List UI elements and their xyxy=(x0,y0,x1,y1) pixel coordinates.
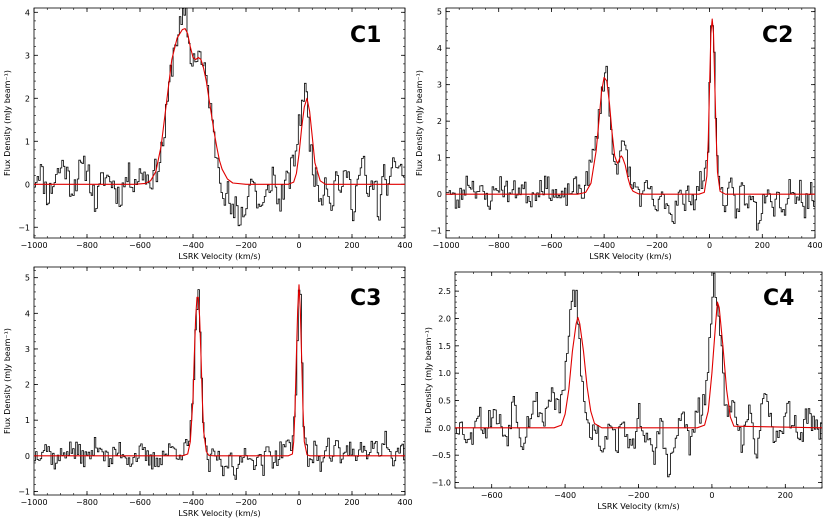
x-tick-label: 400 xyxy=(807,241,822,250)
fit-line xyxy=(455,301,822,429)
y-axis-label: Flux Density (mJy beam⁻¹) xyxy=(424,327,433,433)
y-tick-label: 1 xyxy=(25,137,30,146)
x-tick-label: −400 xyxy=(182,498,204,507)
x-axis-label: LSRK Velocity (km/s) xyxy=(178,509,260,518)
y-tick-label: 1.0 xyxy=(438,369,451,378)
y-tick-label: −0.5 xyxy=(432,451,451,460)
spectrum-line xyxy=(455,272,822,478)
panel-c2: −1000 −800 −600 −400 −200 0 200 400 −1 0 1 2 3 4 5 LSRK… xyxy=(415,7,823,261)
x-tick-label: −400 xyxy=(182,241,204,250)
spectrum-line xyxy=(34,289,405,480)
x-tick-label: −200 xyxy=(235,498,257,507)
y-tick-label: 0.5 xyxy=(438,397,451,406)
x-tick-label: −400 xyxy=(593,241,615,250)
panel-title: C2 xyxy=(762,23,793,48)
fit-line xyxy=(446,18,815,195)
x-tick-label: 200 xyxy=(755,241,770,250)
panel-title: C1 xyxy=(350,23,381,48)
y-axis-label: Flux Density (mJy beam⁻¹) xyxy=(3,70,12,176)
x-tick-label: −1000 xyxy=(432,241,459,250)
y-tick-label: 0.0 xyxy=(438,424,451,433)
x-tick-label: −400 xyxy=(554,491,576,500)
x-tick-label: 0 xyxy=(709,491,714,500)
x-tick-label: −600 xyxy=(481,491,503,500)
y-tick-label: 4 xyxy=(25,8,30,17)
y-tick-label: 4 xyxy=(437,44,442,53)
y-tick-label: 1 xyxy=(437,154,442,163)
y-tick-label: 4 xyxy=(25,309,30,318)
y-tick-label: −1 xyxy=(18,223,30,232)
y-tick-label: −1 xyxy=(430,227,442,236)
y-tick-label: 2 xyxy=(25,94,30,103)
y-tick-label: 3 xyxy=(25,51,30,60)
y-tick-label: 0 xyxy=(25,180,30,189)
y-tick-label: 1.5 xyxy=(438,342,451,351)
x-tick-label: 200 xyxy=(344,241,359,250)
x-tick-label: 0 xyxy=(296,498,301,507)
panel-c1: −1000 −800 −600 −400 −200 0 200 400 −1 0 1 2 3 4 LSRK … xyxy=(3,7,413,261)
x-tick-label: 0 xyxy=(707,241,712,250)
spectrum-line xyxy=(446,25,815,231)
x-tick-label: 400 xyxy=(397,241,412,250)
y-tick-label: −1.0 xyxy=(432,479,451,488)
y-tick-label: 2.5 xyxy=(438,287,451,296)
x-tick-label: −800 xyxy=(76,241,98,250)
y-tick-label: 0 xyxy=(25,452,30,461)
panel-title: C4 xyxy=(763,286,794,311)
x-tick-label: −600 xyxy=(129,241,151,250)
y-tick-label: 3 xyxy=(437,81,442,90)
x-tick-label: −800 xyxy=(76,498,98,507)
y-tick-label: 2 xyxy=(25,381,30,390)
y-axis-label: Flux Density (mJy beam⁻¹) xyxy=(3,328,12,434)
x-axis-label: LSRK Velocity (km/s) xyxy=(589,252,671,261)
x-tick-label: −1000 xyxy=(20,498,47,507)
y-tick-label: 3 xyxy=(25,345,30,354)
plot-area xyxy=(34,284,405,480)
fit-line xyxy=(34,284,405,457)
spectrum-line xyxy=(34,8,405,227)
x-axis-label: LSRK Velocity (km/s) xyxy=(597,502,679,511)
x-tick-label: −200 xyxy=(235,241,257,250)
x-tick-label: −600 xyxy=(129,498,151,507)
x-tick-label: −200 xyxy=(646,241,668,250)
x-tick-label: 0 xyxy=(296,241,301,250)
plot-area xyxy=(446,18,815,231)
plot-frame xyxy=(445,7,816,239)
panel-title: C3 xyxy=(350,286,381,311)
plot-area xyxy=(34,8,405,227)
x-tick-label: −800 xyxy=(488,241,510,250)
y-tick-label: 5 xyxy=(437,8,442,17)
y-axis-label: Flux Density (mJy beam⁻¹) xyxy=(415,70,424,176)
x-tick-label: 200 xyxy=(778,491,793,500)
y-tick-label: 2.0 xyxy=(438,314,451,323)
y-tick-label: 2 xyxy=(437,117,442,126)
x-tick-label: −1000 xyxy=(20,241,47,250)
x-axis-label: LSRK Velocity (km/s) xyxy=(178,252,260,261)
x-tick-label: 200 xyxy=(344,498,359,507)
panel-c3: −1000 −800 −600 −400 −200 0 200 400 −1 0 1 2 3 4 5 LSRK… xyxy=(3,266,413,518)
x-tick-label: −200 xyxy=(628,491,650,500)
panel-c4: −600 −400 −200 0 200 −1.0 −0.5 0.0 0.5 1.0 1.5 2.0 2… xyxy=(424,271,823,511)
x-tick-label: 400 xyxy=(397,498,412,507)
plot-area xyxy=(455,272,822,478)
fit-line xyxy=(34,28,405,185)
y-tick-label: 5 xyxy=(25,274,30,283)
y-tick-label: 1 xyxy=(25,416,30,425)
y-tick-label: 0 xyxy=(437,190,442,199)
y-tick-label: −1 xyxy=(18,487,30,496)
x-tick-label: −600 xyxy=(540,241,562,250)
